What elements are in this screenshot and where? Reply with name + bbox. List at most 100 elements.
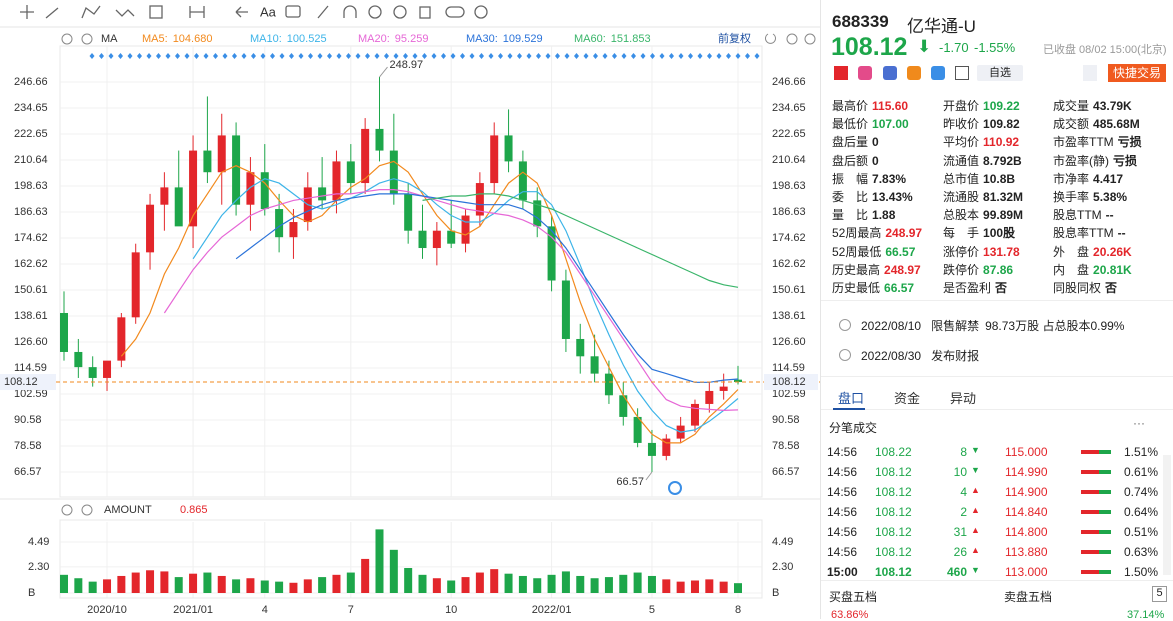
- y-tick-label-right: B: [772, 587, 779, 599]
- volume-bar: [332, 574, 341, 593]
- trade-direction: ▼: [971, 465, 980, 475]
- watchlist-button[interactable]: 自选: [977, 65, 1023, 81]
- event-marker: [365, 53, 370, 59]
- quick-trade-button[interactable]: 快捷交易: [1108, 64, 1166, 82]
- event-marker: [308, 53, 313, 59]
- level-pct: 0.51%: [1123, 525, 1158, 539]
- stat-value: 131.78: [983, 244, 1020, 259]
- settings-icon[interactable]: [61, 33, 73, 45]
- ma-line: [163, 189, 739, 412]
- delete-tool[interactable]: [419, 6, 431, 19]
- event-icon: [839, 319, 851, 331]
- tag-icon[interactable]: [955, 66, 969, 80]
- event-marker: [393, 53, 399, 59]
- tab[interactable]: 盘口: [838, 391, 865, 406]
- event-marker: [146, 53, 152, 59]
- zoom-out[interactable]: [786, 33, 798, 45]
- settings-icon[interactable]: [61, 504, 73, 516]
- view-controls: [765, 33, 816, 45]
- line-tool[interactable]: [45, 7, 59, 19]
- tab[interactable]: 异动: [950, 391, 977, 406]
- depth-selector[interactable]: 5: [1152, 586, 1167, 602]
- trade-direction: ▲: [971, 485, 980, 495]
- note-tool[interactable]: [285, 5, 301, 18]
- divider: [821, 300, 1173, 301]
- tag-icon[interactable]: [931, 66, 945, 80]
- candle-body: [389, 150, 398, 194]
- stat-value: 7.83%: [872, 171, 907, 186]
- max-leader: [379, 66, 388, 78]
- volume-bar: [232, 579, 241, 593]
- level-price: 113.880: [1005, 545, 1048, 559]
- volume-bar: [103, 579, 112, 593]
- tab[interactable]: 资金: [894, 391, 921, 406]
- level-bar-green: [1099, 530, 1111, 534]
- event-marker: [327, 53, 332, 59]
- y-tick-label: 2.30: [28, 561, 49, 573]
- alert-button[interactable]: [1083, 65, 1097, 81]
- wave-tool[interactable]: [115, 9, 135, 17]
- candle-body: [547, 226, 556, 281]
- stat-label: 股息TTM: [1053, 208, 1102, 223]
- y-tick-label-right: 2.30: [772, 561, 793, 573]
- stat-value: 109.22: [983, 99, 1020, 113]
- x-tick-label: 10: [445, 604, 457, 616]
- scrollbar[interactable]: [1163, 455, 1171, 575]
- hide-tool[interactable]: [393, 5, 407, 19]
- event-marker: [450, 53, 456, 59]
- ma-legend-value: 109.529: [503, 33, 543, 45]
- volume-bar: [189, 573, 198, 593]
- crosshair-tool[interactable]: [20, 5, 34, 19]
- lock-tool[interactable]: [368, 5, 382, 19]
- candle-body: [375, 128, 384, 151]
- volume-bar: [361, 558, 370, 593]
- trade-time: 14:56: [827, 505, 858, 519]
- text-tool[interactable]: Aa: [260, 4, 277, 19]
- adjust-mode[interactable]: 前复权: [718, 31, 751, 45]
- sell-book-title: 卖盘五档: [1004, 590, 1053, 604]
- event-marker: [137, 53, 142, 59]
- candle-body: [734, 379, 742, 383]
- stat-label: 52周最高: [832, 226, 882, 241]
- candle-body: [189, 150, 198, 227]
- price-tag: 108.12: [4, 376, 38, 388]
- magnet-tool[interactable]: [343, 5, 357, 18]
- event-marker: [298, 53, 304, 59]
- tab-indicator: [833, 408, 865, 410]
- y-tick-label-right: 162.62: [772, 258, 806, 270]
- event-row: 2022/08/30 发布财报: [861, 347, 985, 364]
- level-bar-green: [1099, 570, 1111, 574]
- close-icon[interactable]: [81, 504, 93, 516]
- tag-icon[interactable]: [883, 66, 897, 80]
- range-tool[interactable]: [189, 6, 205, 18]
- event-row: 2022/08/10 限售解禁 98.73万股 占总股本0.99%: [861, 317, 1124, 334]
- stat-label: 是否盈利: [943, 281, 992, 295]
- ma-legend-name: MA60:: [574, 33, 606, 45]
- stat-value: 0: [872, 135, 879, 150]
- stat-value: 248.97: [884, 262, 921, 277]
- close-icon[interactable]: [81, 33, 93, 45]
- candle-body: [418, 230, 427, 249]
- stat-value: --: [1117, 226, 1126, 241]
- event-marker: [317, 53, 323, 59]
- reset-icon[interactable]: [765, 33, 776, 44]
- stat-value: 248.97: [885, 226, 923, 241]
- zoom-in[interactable]: [804, 33, 816, 45]
- ma-legend-name: MA20:: [358, 33, 390, 45]
- ruler-tool[interactable]: [317, 5, 329, 19]
- stat-cell: 是否盈利否: [943, 279, 1007, 296]
- path-tool[interactable]: [81, 5, 101, 19]
- price-tag-bg: [764, 374, 818, 391]
- stat-label: 流通值: [943, 153, 980, 168]
- arrow-tool[interactable]: [235, 6, 248, 18]
- event-marker: [412, 53, 418, 59]
- settings-tool[interactable]: [474, 5, 488, 19]
- tag-icon[interactable]: [858, 66, 872, 80]
- layout-tool[interactable]: [445, 6, 465, 18]
- tag-icon[interactable]: [834, 66, 848, 80]
- stat-cell: 外 盘 20.26K: [1053, 243, 1132, 260]
- tag-icon[interactable]: [907, 66, 921, 80]
- more-button[interactable]: ···: [1133, 416, 1145, 430]
- fib-tool[interactable]: [149, 5, 163, 19]
